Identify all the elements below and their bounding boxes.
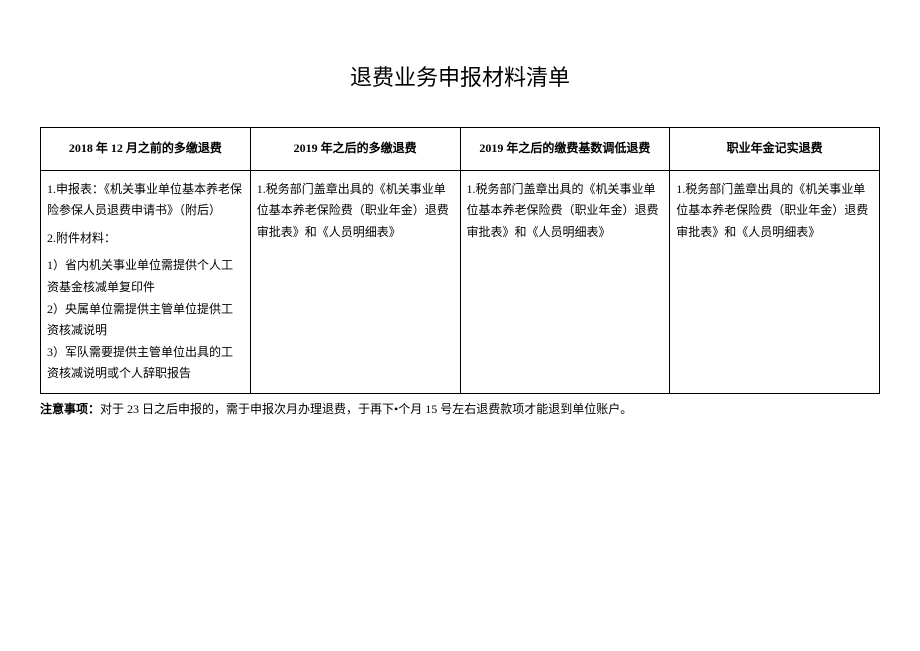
page-title: 退费业务申报材料清单 [40,60,880,92]
cell-text: 2.附件材料： [47,228,244,250]
table-row: 1.申报表：《机关事业单位基本养老保险参保人员退费申请书》（附后） 2.附件材料… [41,170,880,393]
header-col-4: 职业年金记实退费 [670,128,880,171]
note-label: 注意事项： [40,402,100,416]
header-col-1: 2018 年 12 月之前的多缴退费 [41,128,251,171]
cell-text: 1）省内机关事业单位需提供个人工资基金核减单复印件 [47,255,244,298]
cell-col-3: 1.税务部门盖章出具的《机关事业单位基本养老保险费（职业年金）退费审批表》和《人… [460,170,670,393]
header-col-3: 2019 年之后的缴费基数调低退费 [460,128,670,171]
cell-text: 1.申报表：《机关事业单位基本养老保险参保人员退费申请书》（附后） [47,179,244,222]
note-text: 对于 23 日之后申报的，需于申报次月办理退费，于再下•个月 15 号左右退费款… [100,402,632,416]
cell-text: 3）军队需要提供主管单位出具的工资核减说明或个人辞职报告 [47,342,244,385]
header-col-2: 2019 年之后的多缴退费 [250,128,460,171]
materials-table: 2018 年 12 月之前的多缴退费 2019 年之后的多缴退费 2019 年之… [40,127,880,394]
cell-col-4: 1.税务部门盖章出具的《机关事业单位基本养老保险费（职业年金）退费审批表》和《人… [670,170,880,393]
cell-col-1: 1.申报表：《机关事业单位基本养老保险参保人员退费申请书》（附后） 2.附件材料… [41,170,251,393]
note-line: 注意事项：对于 23 日之后申报的，需于申报次月办理退费，于再下•个月 15 号… [40,400,880,419]
table-header-row: 2018 年 12 月之前的多缴退费 2019 年之后的多缴退费 2019 年之… [41,128,880,171]
cell-col-2: 1.税务部门盖章出具的《机关事业单位基本养老保险费（职业年金）退费审批表》和《人… [250,170,460,393]
cell-text: 2）央属单位需提供主管单位提供工资核减说明 [47,299,244,342]
